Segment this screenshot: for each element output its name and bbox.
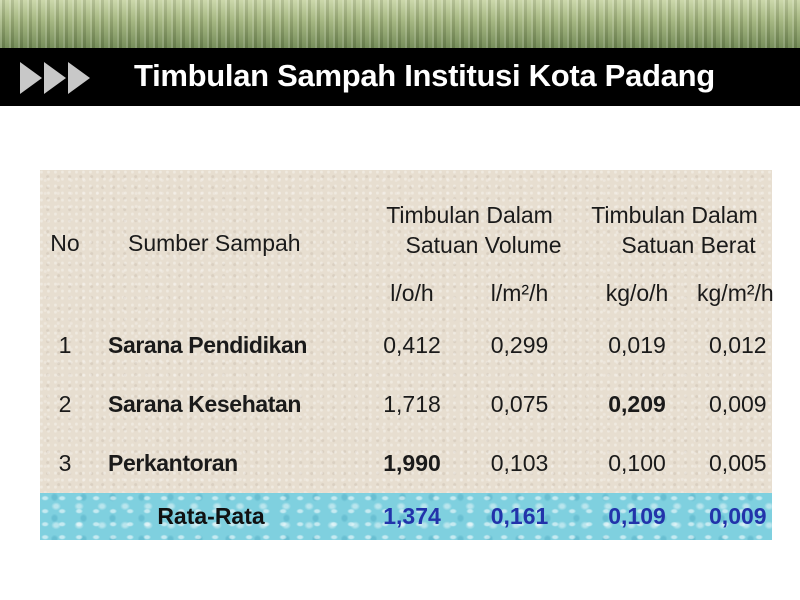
page-title: Timbulan Sampah Institusi Kota Padang bbox=[134, 58, 715, 93]
row-source: Sarana Kesehatan bbox=[108, 391, 302, 417]
title-bar: Timbulan Sampah Institusi Kota Padang bbox=[0, 48, 800, 106]
header-weight-line2: Satuan Berat bbox=[621, 232, 756, 258]
table-units-row: l/o/h l/m²/h kg/o/h kg/m²/h bbox=[40, 270, 774, 316]
table-cell: 1,718 bbox=[383, 391, 441, 417]
average-cell: 0,009 bbox=[709, 503, 767, 529]
header-weight-group: Timbulan Dalam Satuan Berat bbox=[577, 170, 772, 270]
decorative-top-stripe bbox=[0, 0, 800, 48]
header-no: No bbox=[50, 229, 80, 256]
triple-arrow-icon bbox=[20, 62, 90, 94]
row-source: Sarana Pendidikan bbox=[108, 332, 307, 358]
table-cell: 0,019 bbox=[608, 332, 666, 358]
average-label: Rata-Rata bbox=[157, 503, 265, 529]
row-source: Perkantoran bbox=[108, 450, 238, 476]
unit-header: kg/o/h bbox=[605, 279, 669, 306]
header-volume-group: Timbulan Dalam Satuan Volume bbox=[362, 170, 577, 270]
header-weight-line1: Timbulan Dalam bbox=[591, 202, 758, 228]
waste-generation-table: No Sumber Sampah Timbulan Dalam Satuan V… bbox=[40, 170, 774, 540]
unit-header: kg/m²/h bbox=[697, 279, 774, 306]
table-header-row: No Sumber Sampah Timbulan Dalam Satuan V… bbox=[40, 170, 772, 270]
table-row: 2 Sarana Kesehatan 1,718 0,075 0,209 0,0… bbox=[40, 375, 772, 434]
table-row: 3 Perkantoran 1,990 0,103 0,100 0,005 bbox=[40, 434, 772, 493]
header-volume-line1: Timbulan Dalam bbox=[386, 202, 553, 228]
table-row: 1 Sarana Pendidikan 0,412 0,299 0,019 0,… bbox=[40, 316, 772, 375]
header-volume-line2: Satuan Volume bbox=[405, 232, 562, 258]
row-number: 1 bbox=[58, 332, 72, 358]
unit-header: l/m²/h bbox=[490, 279, 549, 306]
data-table-container: No Sumber Sampah Timbulan Dalam Satuan V… bbox=[40, 170, 774, 540]
table-cell: 0,009 bbox=[709, 391, 767, 417]
table-cell: 0,209 bbox=[608, 391, 666, 417]
average-row: Rata-Rata 1,374 0,161 0,109 0,009 bbox=[40, 493, 773, 540]
table-cell: 0,103 bbox=[490, 450, 549, 476]
average-cell: 0,109 bbox=[608, 503, 666, 529]
table-cell: 0,412 bbox=[383, 332, 441, 358]
table-cell: 0,005 bbox=[709, 450, 767, 476]
average-cell: 1,374 bbox=[383, 503, 441, 529]
table-cell: 0,012 bbox=[709, 332, 767, 358]
table-cell: 1,990 bbox=[383, 450, 441, 476]
row-number: 3 bbox=[58, 450, 72, 476]
average-cell: 0,161 bbox=[490, 503, 549, 529]
table-cell: 0,075 bbox=[490, 391, 549, 417]
table-cell: 0,100 bbox=[608, 450, 666, 476]
unit-header: l/o/h bbox=[390, 279, 434, 306]
header-source: Sumber Sampah bbox=[128, 229, 301, 256]
table-cell: 0,299 bbox=[490, 332, 549, 358]
row-number: 2 bbox=[58, 391, 72, 417]
